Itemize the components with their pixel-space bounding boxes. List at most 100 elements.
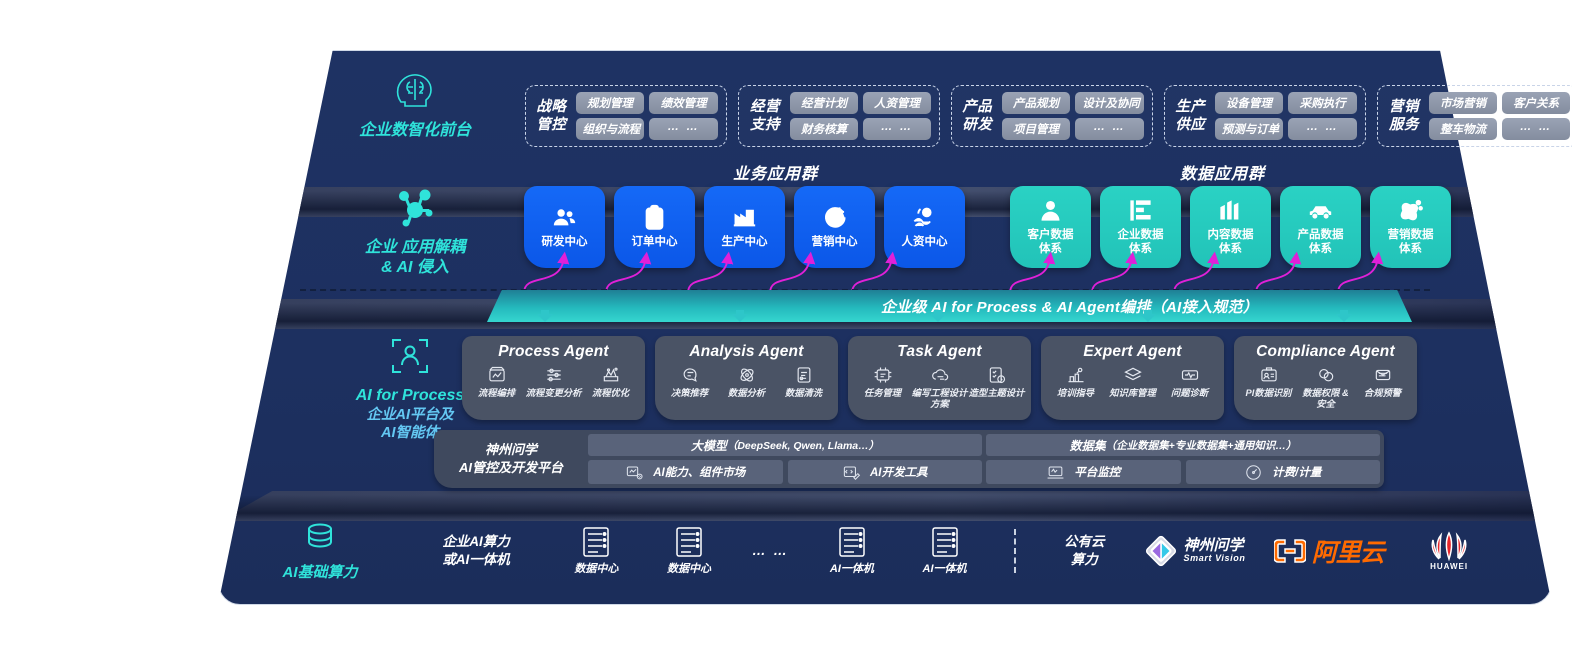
app-card-marketing-center[interactable]: 营销中心 xyxy=(794,186,875,268)
platform-models-header[interactable]: 大模型 （DeepSeek, Qwen, Llama…） xyxy=(588,434,982,457)
capability-chip[interactable]: 产品规划 xyxy=(1001,92,1071,114)
agent-capability[interactable]: 流程变更分析 xyxy=(525,365,582,399)
sliders-icon xyxy=(546,368,561,382)
app-card-hr-center[interactable]: 人资中心 xyxy=(884,186,965,268)
layers-icon xyxy=(1123,367,1142,381)
person-scan-icon xyxy=(392,339,428,373)
capability-chip[interactable]: 绩效管理 xyxy=(649,92,718,114)
agent-capability[interactable]: 数据分析 xyxy=(718,365,775,399)
agent-title: Compliance Agent xyxy=(1256,343,1395,360)
agent-capability[interactable]: 知识库管理 xyxy=(1104,365,1161,399)
devtool-icon xyxy=(843,465,861,480)
factory-icon xyxy=(733,209,756,227)
rail-sublabel: & AI 侵入 xyxy=(381,259,449,276)
rail-sublabel: 企业AI平台及 AI智能体 xyxy=(366,407,454,442)
infra-node-ai-appliance-2[interactable]: AI一体机 xyxy=(898,525,991,577)
agent-capability[interactable]: 培训指导 xyxy=(1047,365,1104,399)
data-card-marketing[interactable]: 营销数据 体系 xyxy=(1370,186,1451,268)
logo-label: 神州问学 xyxy=(1183,537,1244,555)
agent-capability[interactable]: 流程编排 xyxy=(468,365,525,399)
agent-capability[interactable]: 造型主题设计 xyxy=(968,365,1025,399)
capability-group[interactable]: 经营 支持 经营计划 人资管理 财务核算 … … xyxy=(738,85,940,147)
capability-chip[interactable]: 预测与订单 xyxy=(1214,118,1284,140)
capability-group[interactable]: 生产 供应 设备管理 采购执行 预测与订单 … … xyxy=(1164,85,1366,147)
group-title: 战略 管控 xyxy=(536,98,567,133)
platform-dataset-header[interactable]: 数据集 （企业数据集+专业数据集+通用知识…） xyxy=(986,434,1380,457)
capability-chip[interactable]: 财务核算 xyxy=(790,118,858,140)
capability-chip[interactable]: 组织与流程 xyxy=(575,118,645,140)
capability-chip[interactable]: 经营计划 xyxy=(790,92,858,114)
card-label: 企业数据 体系 xyxy=(1117,229,1164,255)
agent-capability[interactable]: 决策推荐 xyxy=(661,365,718,399)
agent-card-expert[interactable]: Expert Agent 培训指导 知识库管理 问题诊断 xyxy=(1041,336,1224,420)
agent-capability[interactable]: 编写工程设计方案 xyxy=(911,365,968,409)
diagnose-icon xyxy=(1181,370,1198,380)
capability-label: 任务管理 xyxy=(863,388,902,398)
app-card-order-center[interactable]: 订单中心 xyxy=(614,186,695,268)
infra-logo-smart-vision[interactable]: 神州问学 Smart Vision xyxy=(1130,534,1260,568)
capability-label: PI数据识别 xyxy=(1245,388,1292,398)
app-card-rd-center[interactable]: 研发中心 xyxy=(524,186,605,268)
capability-chip[interactable]: 项目管理 xyxy=(1001,118,1071,140)
training-icon xyxy=(1068,367,1083,383)
capability-chip-more[interactable]: … … xyxy=(863,118,931,140)
network-node-icon xyxy=(399,189,433,227)
cell-label: 计费/计量 xyxy=(1272,467,1322,480)
data-card-enterprise[interactable]: 企业数据 体系 xyxy=(1100,186,1181,268)
capability-chip[interactable]: 客户关系 xyxy=(1502,92,1570,114)
platform-cell-ai-market[interactable]: AI能力、组件市场 xyxy=(588,460,783,484)
agent-capability[interactable]: 数据清洗 xyxy=(775,365,832,399)
capability-group[interactable]: 产品 研发 产品规划 设计及协同 项目管理 … … xyxy=(951,85,1153,147)
platform-cell-devtools[interactable]: AI开发工具 xyxy=(787,460,982,484)
dataset-label: 数据集 xyxy=(1069,438,1106,453)
platform-cell-billing[interactable]: 计费/计量 xyxy=(1185,460,1380,484)
agent-capability[interactable]: PI数据识别 xyxy=(1240,365,1297,399)
capability-chip-more[interactable]: … … xyxy=(1502,118,1570,140)
agent-capability[interactable]: 问题诊断 xyxy=(1161,365,1218,399)
agent-capability[interactable]: 任务管理 xyxy=(854,365,911,399)
monitor-icon xyxy=(1047,465,1064,479)
agent-capability[interactable]: 数据权限 & 安全 xyxy=(1297,365,1354,409)
infra-logo-alicloud[interactable]: 阿里云 xyxy=(1259,533,1398,569)
capability-chip-more[interactable]: … … xyxy=(1075,118,1144,140)
clipboard-icon xyxy=(645,204,664,230)
capability-chip-more[interactable]: … … xyxy=(649,118,718,140)
cell-label: AI开发工具 xyxy=(870,467,928,480)
agent-card-analysis[interactable]: Analysis Agent 决策推荐 数据分析 数据清洗 xyxy=(655,336,838,420)
app-card-production-center[interactable]: 生产中心 xyxy=(704,186,785,268)
data-card-content[interactable]: 内容数据 体系 xyxy=(1190,186,1271,268)
infra-node-ai-appliance-1[interactable]: AI一体机 xyxy=(806,525,899,577)
agent-card-process[interactable]: Process Agent 流程编排 流程变更分析 流程优化 xyxy=(462,336,645,420)
group-title: 经营 支持 xyxy=(750,98,780,133)
dataset-note: （企业数据集+专业数据集+通用知识…） xyxy=(1105,439,1297,452)
capability-chip[interactable]: 设计及协同 xyxy=(1075,92,1144,114)
infra-public-cloud: 公有云 算力 xyxy=(1039,533,1130,569)
atom-icon xyxy=(1400,200,1423,221)
agent-capability[interactable]: 合规预警 xyxy=(1354,365,1411,399)
agent-capability[interactable]: 流程优化 xyxy=(582,365,639,399)
capability-chip-more[interactable]: … … xyxy=(1288,118,1357,140)
data-card-product[interactable]: 产品数据 体系 xyxy=(1280,186,1361,268)
infra-more-dots: … … xyxy=(735,542,805,560)
capability-chip[interactable]: 人资管理 xyxy=(863,92,931,114)
logo-label: HUAWEI xyxy=(1430,562,1469,571)
platform-cell-monitoring[interactable]: 平台监控 xyxy=(986,460,1181,484)
capability-chip[interactable]: 市场营销 xyxy=(1429,92,1497,114)
infra-node-datacenter-1[interactable]: 数据中心 xyxy=(550,525,643,577)
capability-group[interactable]: 营销 服务 市场营销 客户关系 整车物流 … … xyxy=(1377,85,1572,147)
platform-left-col: 大模型 （DeepSeek, Qwen, Llama…） AI能力、组件市场 A… xyxy=(588,434,982,484)
data-app-cards: 客户数据 体系 企业数据 体系 内容数据 体系 产品数据 体系 营销数据 体系 xyxy=(1010,186,1451,268)
infra-logo-huawei[interactable]: HUAWEI xyxy=(1398,531,1500,571)
agent-card-task[interactable]: Task Agent 任务管理 编写工程设计方案 造型主题设计 xyxy=(848,336,1031,420)
capability-chip[interactable]: 设备管理 xyxy=(1214,92,1284,114)
capability-chip[interactable]: 采购执行 xyxy=(1288,92,1357,114)
target-icon xyxy=(825,207,846,228)
capability-chip[interactable]: 整车物流 xyxy=(1429,118,1497,140)
data-card-customer[interactable]: 客户数据 体系 xyxy=(1010,186,1091,268)
users-icon xyxy=(553,209,576,226)
capability-group[interactable]: 战略 管控 规划管理 绩效管理 组织与流程 … … xyxy=(525,85,727,147)
infra-node-datacenter-2[interactable]: 数据中心 xyxy=(643,525,736,577)
agent-card-compliance[interactable]: Compliance Agent PI数据识别 数据权限 & 安全 合规预警 xyxy=(1234,336,1417,420)
capability-chip[interactable]: 规划管理 xyxy=(575,92,645,114)
business-apps-heading: 业务应用群 xyxy=(733,166,819,183)
